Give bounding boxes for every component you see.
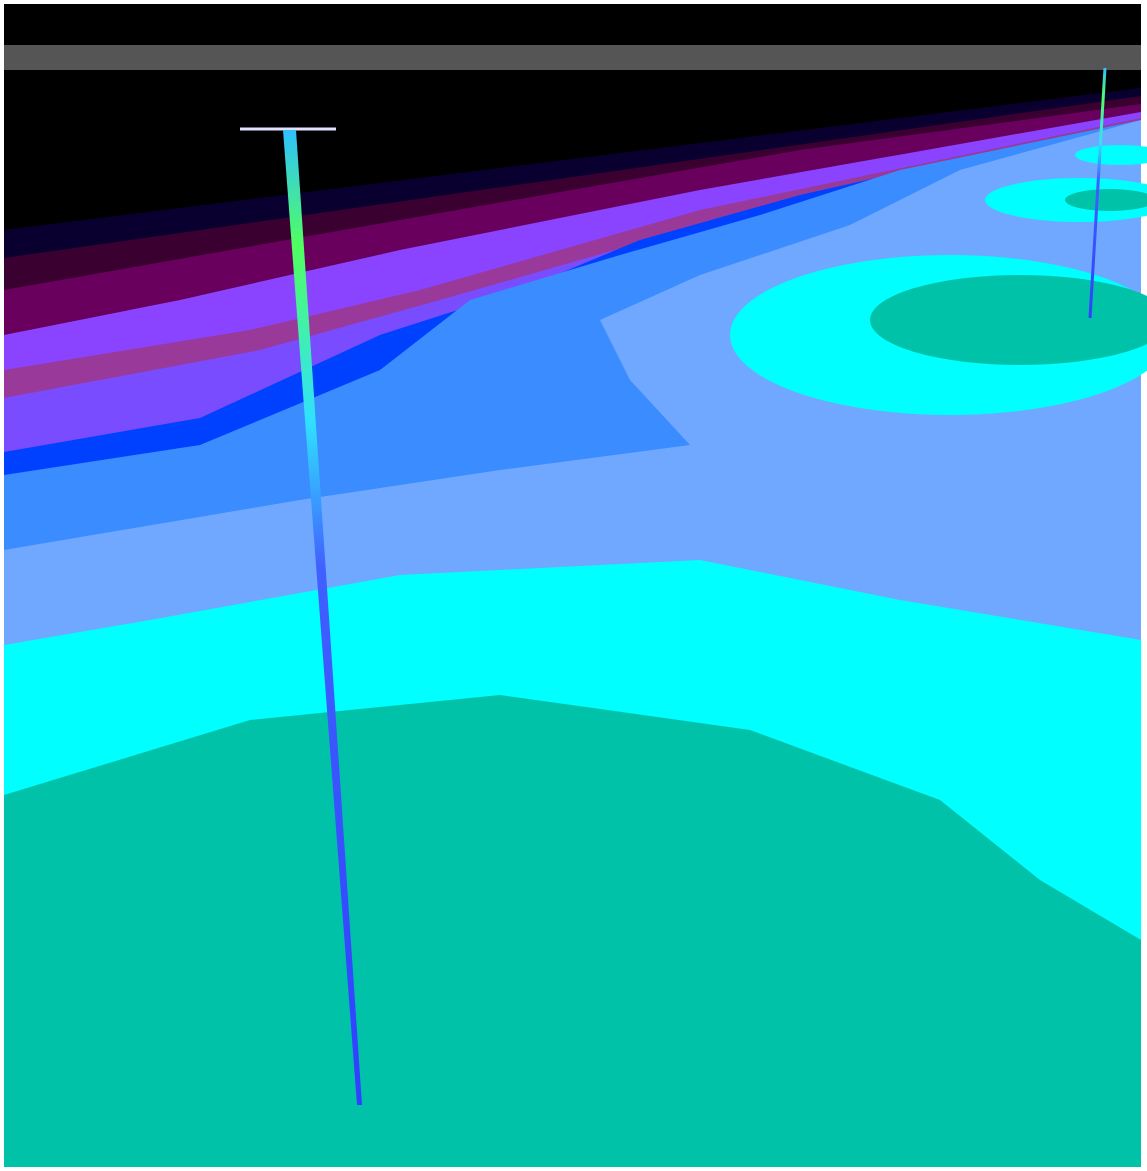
contour-surface	[4, 88, 1147, 1167]
contour-ring	[1075, 145, 1147, 165]
contour-core	[1065, 189, 1147, 211]
well-path	[283, 130, 362, 1105]
well-paths	[240, 67, 1107, 1105]
horizon-bar	[4, 45, 1141, 70]
well-path	[1088, 67, 1107, 319]
contour-core	[870, 275, 1147, 365]
band	[4, 695, 1141, 1167]
